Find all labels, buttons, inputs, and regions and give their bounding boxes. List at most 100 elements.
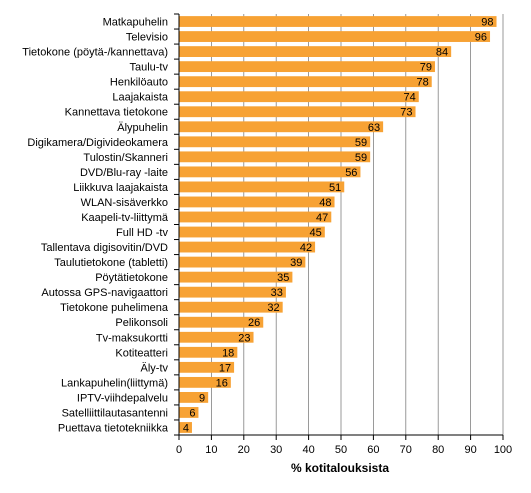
value-label: 17	[219, 362, 231, 374]
category-label: Tietokone puhelimena	[60, 302, 169, 314]
bar	[179, 391, 209, 403]
category-label: Kannettava tietokone	[65, 107, 168, 119]
value-label: 32	[267, 302, 279, 314]
bar	[179, 346, 238, 358]
category-label: Kotiteatteri	[115, 347, 168, 359]
category-label: Full HD -tv	[116, 227, 168, 239]
value-label: 51	[329, 182, 341, 194]
value-label: 74	[404, 92, 416, 104]
bar	[179, 151, 371, 163]
bar	[179, 136, 371, 148]
category-label: Älypuhelin	[117, 122, 168, 134]
category-label: Digikamera/Digivideokamera	[27, 137, 168, 149]
category-label: Puettava tietotekniikka	[58, 422, 169, 434]
value-label: 33	[271, 287, 283, 299]
bar	[179, 331, 254, 343]
value-label: 84	[436, 47, 448, 59]
bar	[179, 301, 283, 313]
category-label: Tietokone (pöytä-/kannettava)	[22, 47, 168, 59]
bar	[179, 316, 264, 328]
bar	[179, 106, 416, 118]
x-tick-label: 90	[464, 444, 476, 456]
bar	[179, 407, 199, 418]
value-label: 39	[290, 257, 302, 269]
bar	[179, 31, 491, 42]
value-label: 59	[355, 152, 367, 164]
x-axis-title: % kotitalouksista	[291, 461, 389, 475]
category-labels: Matkapuhelin Televisio Tietokone (pöytä-/k…	[22, 17, 169, 435]
category-label: Satelliittilautasantenni	[62, 407, 168, 419]
value-label: 48	[319, 197, 331, 209]
x-tick-label: 30	[270, 444, 282, 456]
bar	[179, 422, 192, 433]
bar	[179, 241, 316, 253]
category-label: Taulutietokone (tabletti)	[54, 257, 168, 269]
bar	[179, 16, 497, 27]
value-label: 45	[310, 227, 322, 239]
bar	[179, 256, 306, 268]
category-label: Tallentava digisovitin/DVD	[41, 242, 168, 254]
bar	[179, 76, 432, 88]
value-labels: 9896847978747363595956514847454239353332…	[183, 17, 494, 435]
value-label: 23	[238, 332, 250, 344]
bar	[179, 46, 452, 58]
value-label: 78	[416, 77, 428, 89]
value-label: 47	[316, 212, 328, 224]
value-label: 56	[345, 167, 357, 179]
value-label: 35	[277, 272, 289, 284]
x-tick-label: 0	[176, 444, 182, 456]
category-label: Autossa GPS-navigaattori	[41, 287, 168, 299]
category-label: Taulu-tv	[129, 62, 168, 74]
bar	[179, 61, 435, 73]
value-label: 98	[481, 17, 493, 29]
bar	[179, 271, 293, 283]
value-label: 9	[199, 392, 205, 404]
value-label: 18	[222, 347, 234, 359]
x-tick-label: 40	[302, 444, 314, 456]
x-axis: 0 10 20 30 40 50 60 70 80 90 100	[174, 13, 512, 456]
bar	[179, 166, 361, 178]
bar	[179, 226, 325, 238]
category-label: DVD/Blu-ray -laite	[80, 167, 168, 179]
x-tick-label: 80	[432, 444, 444, 456]
value-label: 4	[183, 422, 189, 434]
category-label: Henkilöauto	[110, 77, 168, 89]
category-label: Tv-maksukortti	[96, 332, 168, 344]
category-label: Matkapuhelin	[103, 17, 168, 29]
bar	[179, 181, 345, 193]
x-tick-label: 20	[238, 444, 250, 456]
value-label: 63	[368, 122, 380, 134]
bar	[179, 91, 419, 103]
value-label: 73	[400, 107, 412, 119]
value-label: 16	[216, 377, 228, 389]
x-tick-label: 10	[205, 444, 217, 456]
bar	[179, 121, 384, 133]
x-tick-label: 70	[400, 444, 412, 456]
category-label: Laajakaista	[112, 92, 169, 104]
value-label: 6	[189, 407, 195, 419]
bars	[179, 16, 497, 433]
x-tick-label: 50	[335, 444, 347, 456]
x-tick-label: 100	[494, 444, 512, 456]
value-label: 96	[475, 32, 487, 44]
bar	[179, 211, 332, 223]
category-label: Televisio	[126, 32, 168, 44]
bar	[179, 361, 235, 373]
bar	[179, 376, 231, 388]
value-label: 26	[248, 317, 260, 329]
category-label: Liikkuva laajakaista	[73, 182, 169, 194]
value-label: 59	[355, 137, 367, 149]
category-label: Pöytätietokone	[95, 272, 168, 284]
category-label: Äly-tv	[141, 362, 169, 374]
bar	[179, 286, 286, 298]
value-label: 42	[300, 242, 312, 254]
value-label: 79	[420, 62, 432, 74]
bar	[179, 196, 335, 208]
category-label: Tulostin/Skanneri	[83, 152, 168, 164]
x-tick-label: 60	[367, 444, 379, 456]
category-label: IPTV-viihdepalvelu	[77, 392, 168, 404]
category-label: Kaapeli-tv-liittymä	[81, 212, 169, 224]
category-label: Lankapuhelin(liittymä)	[61, 377, 168, 389]
category-label: WLAN-sisäverkko	[81, 197, 168, 209]
